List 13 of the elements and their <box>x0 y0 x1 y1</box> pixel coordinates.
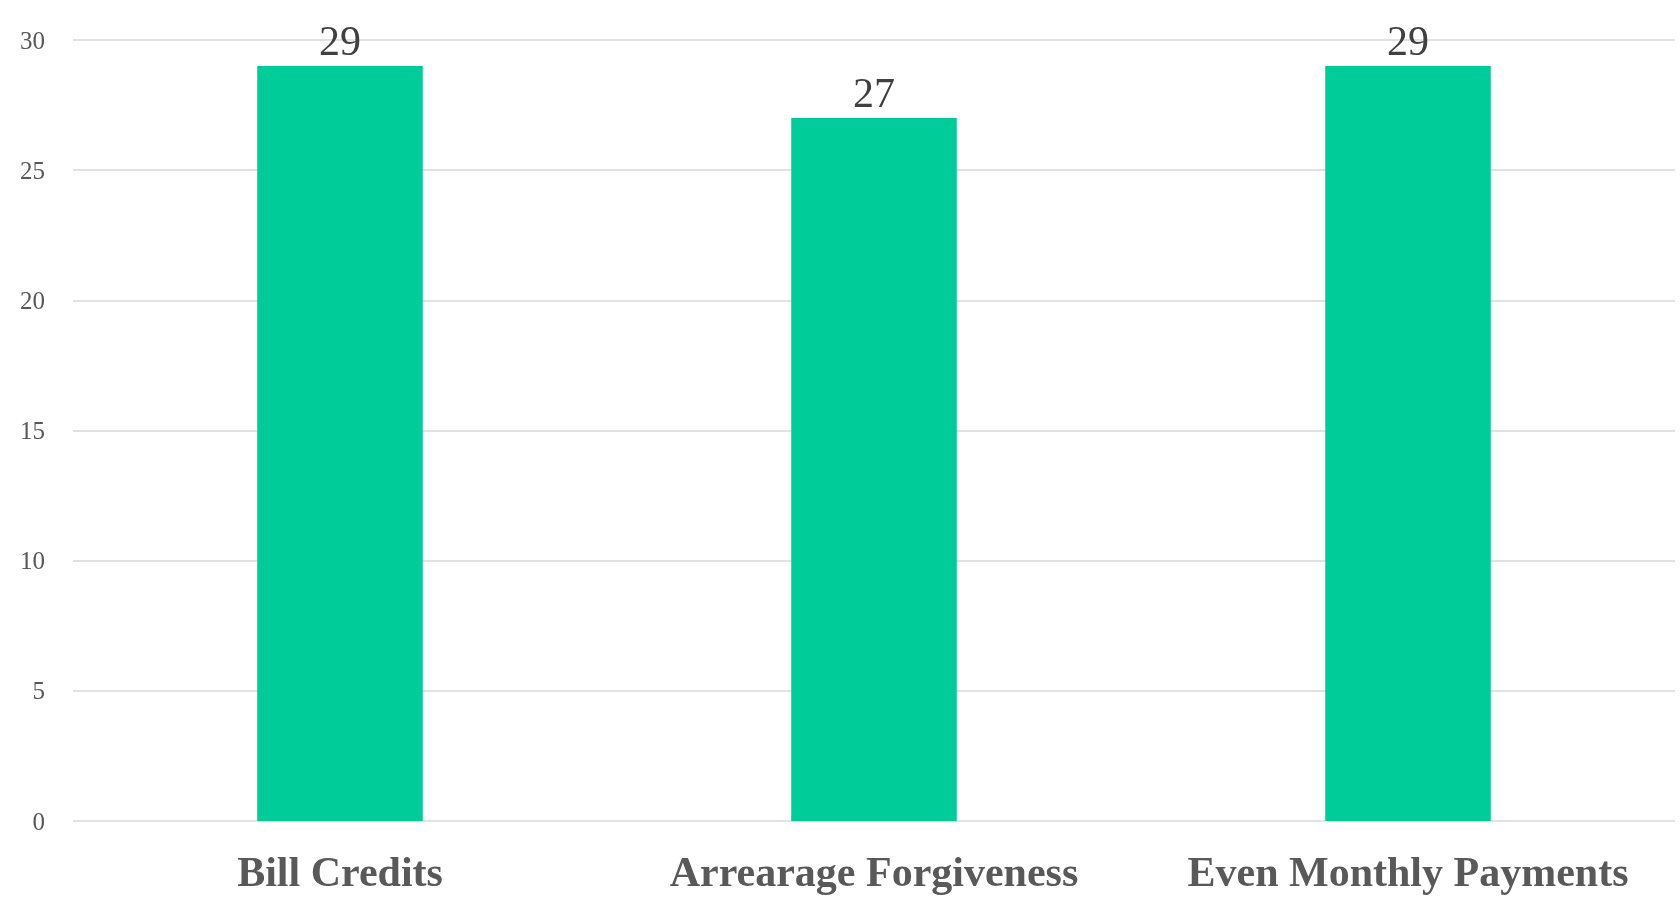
data-label: 29 <box>319 18 361 65</box>
x-tick-label: Arrearage Forgiveness <box>669 849 1079 895</box>
y-tick-label: 30 <box>20 26 45 54</box>
y-tick-label: 5 <box>32 677 45 705</box>
y-tick-label: 0 <box>32 807 45 835</box>
y-tick-label: 10 <box>20 547 45 575</box>
x-tick-label: Even Monthly Payments <box>1187 849 1629 895</box>
y-tick-label: 15 <box>20 417 45 444</box>
x-tick-label: Bill Credits <box>237 849 443 895</box>
y-tick-label: 25 <box>20 156 45 184</box>
data-label: 27 <box>853 70 895 117</box>
data-label: 29 <box>1387 18 1429 65</box>
y-tick-label: 20 <box>20 286 45 314</box>
